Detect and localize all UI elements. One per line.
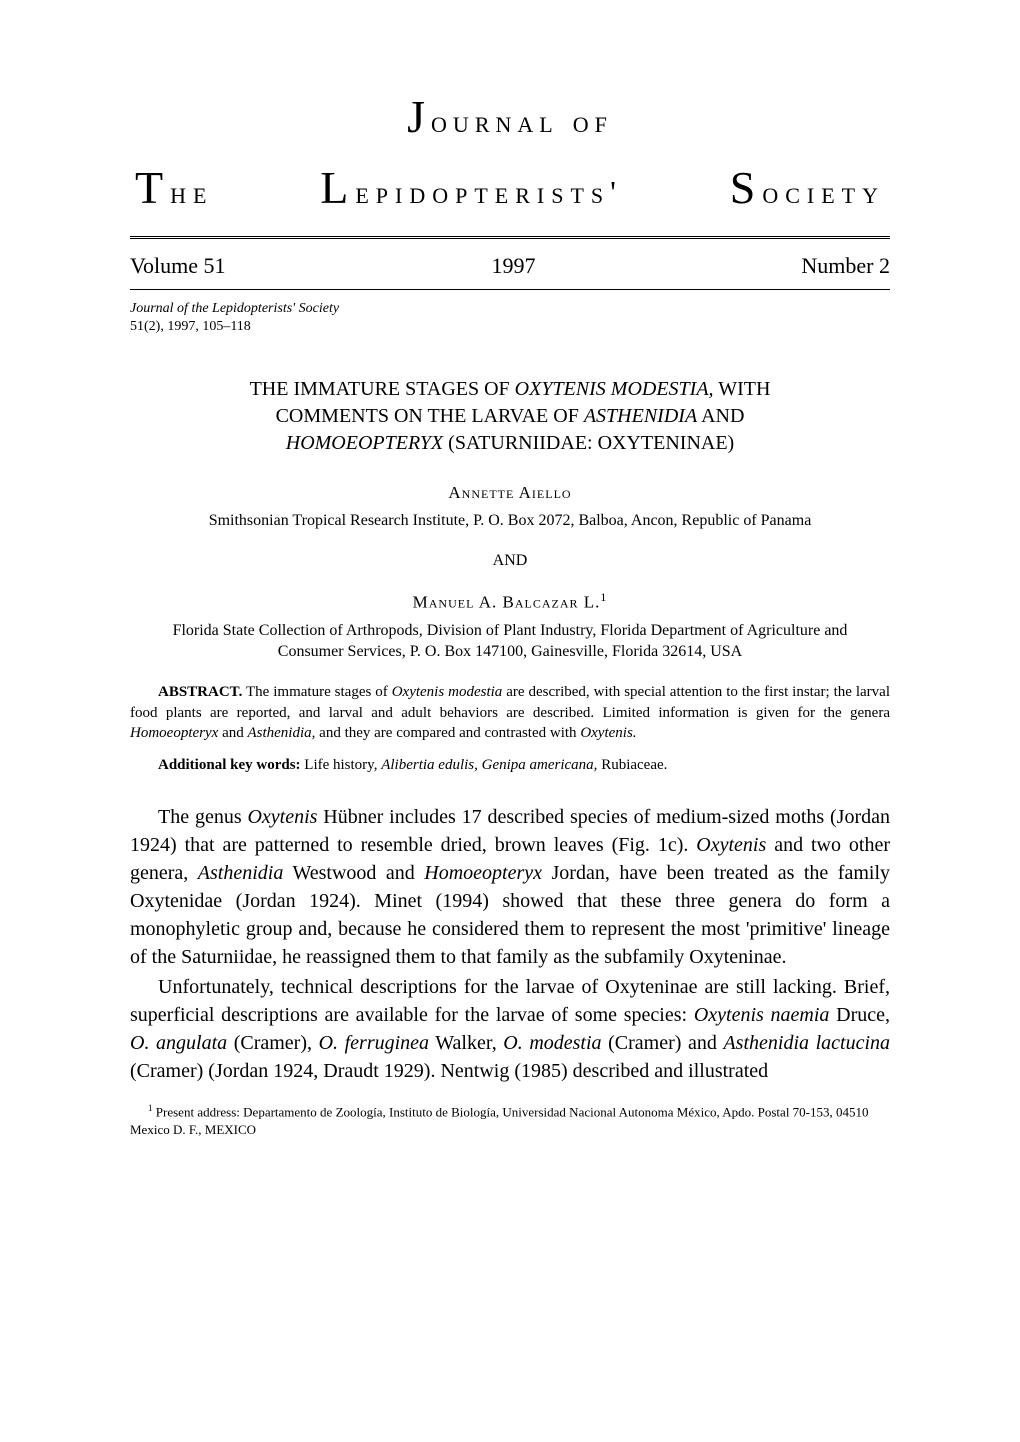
p2-t6: (Cramer) (Jordan 1924, Draudt 1929). Nen…	[130, 1060, 768, 1082]
p2-i5: Asthenidia lactucina	[723, 1032, 890, 1054]
p1-t4: Westwood and	[283, 862, 424, 884]
title-post3: (SATURNIIDAE: OXYTENINAE)	[443, 432, 734, 454]
p2-i2: O. angulata	[130, 1032, 227, 1054]
keywords-i1: Alibertia edulis, Genipa americana,	[381, 757, 597, 773]
article-title: THE IMMATURE STAGES OF OXYTENIS MODESTIA…	[130, 376, 890, 457]
and-word: AND	[130, 552, 890, 570]
footnote-text: Present address: Departamento de Zoologí…	[130, 1105, 869, 1137]
abstract-t1: The immature stages of	[246, 684, 392, 700]
keywords-label: Additional key words:	[158, 757, 301, 773]
citation-block: Journal of the Lepidopterists' Society 5…	[130, 300, 890, 336]
abstract-i4: Oxytenis.	[580, 725, 636, 741]
abstract-t4: and they are compared and contrasted wit…	[315, 725, 580, 741]
p1-i3: Asthenidia	[198, 862, 284, 884]
lep-rest: epidopterists'	[355, 174, 623, 210]
title-post1: WITH	[714, 378, 771, 400]
author2-name-text: Manuel A. Balcazar L.	[413, 593, 601, 612]
p1-i2: Oxytenis	[696, 834, 766, 856]
p1-t1: The genus	[158, 806, 247, 828]
journal-title-line1: Journal of	[130, 90, 890, 143]
abstract-t2: are described, with special attention to…	[130, 684, 890, 720]
number-label: Number 2	[801, 253, 890, 279]
big-l: L	[320, 162, 355, 213]
p2-t3: (Cramer),	[227, 1032, 318, 1054]
abstract-t3: and	[218, 725, 247, 741]
journal-title-line2: The Lepidopterists' Society	[130, 161, 890, 214]
keywords-t1: Life history,	[304, 757, 381, 773]
body-para-2: Unfortunately, technical descriptions fo…	[130, 973, 890, 1085]
year-label: 1997	[491, 253, 535, 279]
lepidopterists-word: Lepidopterists'	[320, 161, 623, 214]
p2-i1: Oxytenis naemia	[694, 1004, 830, 1026]
author1-name: Annette Aiello	[130, 483, 890, 503]
author1-affiliation: Smithsonian Tropical Research Institute,…	[130, 511, 890, 532]
big-s: S	[730, 162, 763, 213]
author2-name: Manuel A. Balcazar L.1	[130, 590, 890, 613]
author2-sup: 1	[600, 590, 607, 604]
the-rest: he	[170, 174, 213, 210]
abstract-i1: Oxytenis modestia	[392, 684, 503, 700]
abstract-i2: Homoeopteryx	[130, 725, 218, 741]
abstract-label: ABSTRACT.	[158, 684, 242, 700]
title-pre2: COMMENTS ON THE LARVAE OF	[276, 405, 584, 427]
society-word: Society	[730, 161, 885, 214]
big-t: T	[135, 162, 170, 213]
author2-affiliation: Florida State Collection of Arthropods, …	[130, 621, 890, 663]
p1-i4: Homoeopteryx	[424, 862, 542, 884]
journal-of-text: ournal of	[431, 103, 613, 139]
double-rule-top	[130, 236, 890, 239]
big-j: J	[407, 91, 431, 142]
citation-line1: Journal of the Lepidopterists' Society	[130, 300, 890, 318]
title-i3: HOMOEOPTERYX	[286, 432, 443, 454]
p2-i4: O. modestia	[503, 1032, 601, 1054]
volume-row: Volume 51 1997 Number 2	[130, 253, 890, 279]
keywords-block: Additional key words: Life history, Alib…	[130, 755, 890, 775]
title-i1: OXYTENIS MODESTIA,	[515, 378, 714, 400]
p2-i3: O. ferruginea	[319, 1032, 429, 1054]
p1-i1: Oxytenis	[247, 806, 317, 828]
volume-label: Volume 51	[130, 253, 226, 279]
abstract-i3: Asthenidia,	[247, 725, 315, 741]
title-pre1: THE IMMATURE STAGES OF	[250, 378, 515, 400]
citation-line2: 51(2), 1997, 105–118	[130, 318, 890, 336]
p2-t4: Walker,	[429, 1032, 503, 1054]
the-word: The	[135, 161, 213, 214]
single-rule	[130, 289, 890, 290]
title-i2: ASTHENIDIA	[584, 405, 697, 427]
title-post2: AND	[697, 405, 744, 427]
p2-t2: Druce,	[829, 1004, 890, 1026]
footnote: 1 Present address: Departamento de Zoolo…	[130, 1103, 890, 1138]
abstract-block: ABSTRACT. The immature stages of Oxyteni…	[130, 682, 890, 743]
body-para-1: The genus Oxytenis Hübner includes 17 de…	[130, 803, 890, 971]
keywords-t2: Rubiaceae.	[597, 757, 667, 773]
soc-rest: ociety	[762, 174, 885, 210]
p2-t5: (Cramer) and	[602, 1032, 724, 1054]
